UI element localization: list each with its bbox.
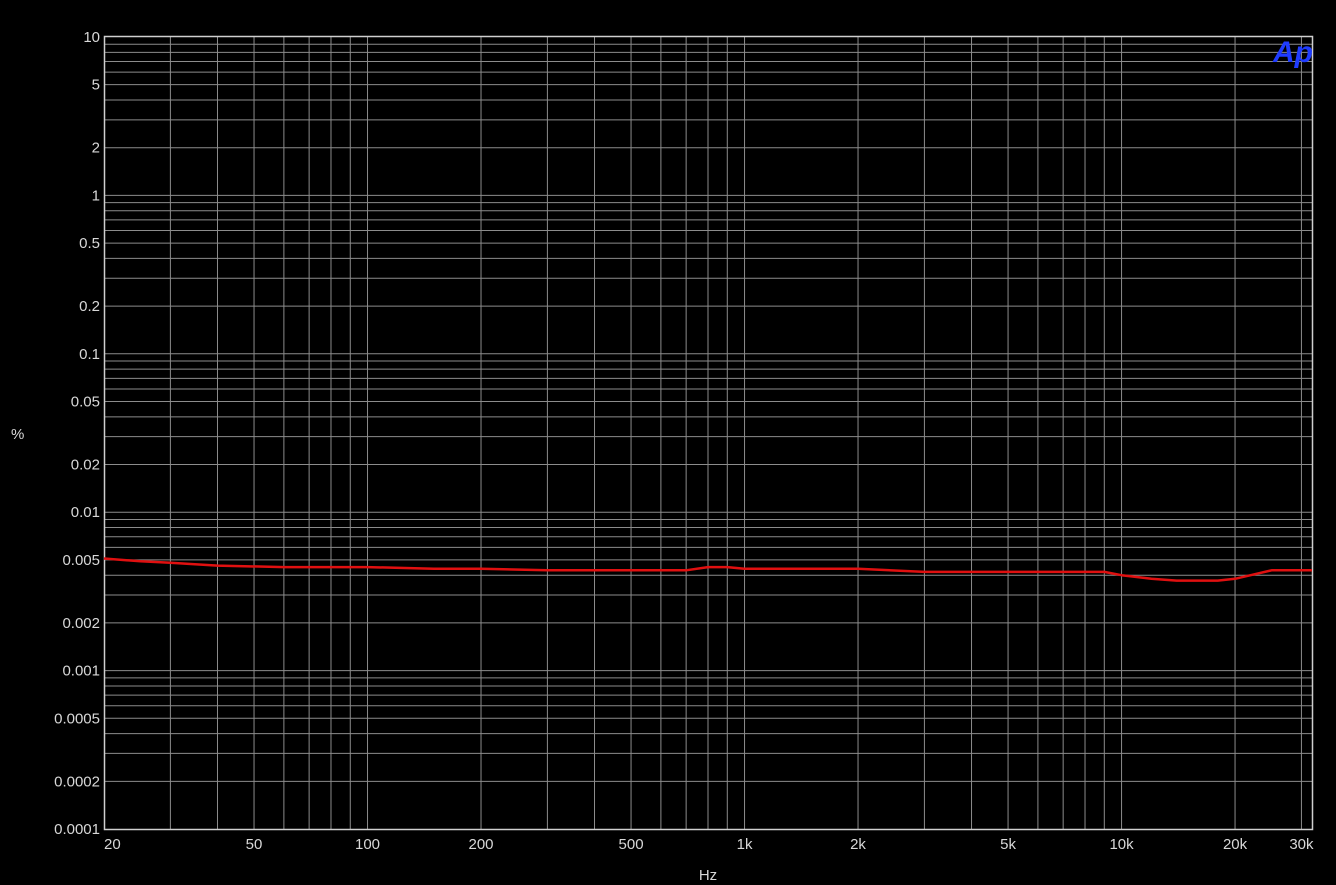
- x-tick-label: 20: [104, 836, 121, 853]
- x-tick-label: 2k: [850, 836, 866, 853]
- y-tick-label: 0.001: [62, 663, 100, 680]
- x-tick-label: 20k: [1223, 836, 1248, 853]
- y-tick-label: 0.005: [62, 552, 100, 569]
- x-tick-label: 30k: [1289, 836, 1314, 853]
- y-tick-label: 1: [92, 187, 100, 204]
- grid: [104, 37, 1312, 829]
- x-tick-label: 500: [619, 836, 644, 853]
- ap-logo: Ap: [1272, 36, 1313, 69]
- y-tick-label: 0.0001: [54, 821, 100, 838]
- y-axis-label: %: [11, 426, 24, 443]
- y-tick-label: 0.0005: [54, 710, 100, 727]
- x-tick-labels: 20 50 100 200 500 1k 2k 5k 10k 20k 30k: [104, 836, 1314, 853]
- plot-frame: [103, 35, 1314, 831]
- y-tick-label: 0.5: [79, 235, 100, 252]
- y-tick-label: 0.02: [71, 457, 100, 474]
- x-tick-label: 1k: [737, 836, 753, 853]
- x-axis-label: Hz: [699, 867, 717, 884]
- y-tick-label: 2: [92, 140, 100, 157]
- y-tick-label: 0.01: [71, 504, 100, 521]
- x-tick-label: 200: [468, 836, 493, 853]
- y-tick-label: 0.0002: [54, 773, 100, 790]
- y-tick-label: 5: [92, 77, 100, 94]
- x-tick-label: 50: [246, 836, 263, 853]
- x-tick-label: 5k: [1000, 836, 1016, 853]
- y-tick-label: 0.002: [62, 615, 100, 632]
- series-layer: [103, 557, 1312, 582]
- y-tick-labels: 10 5 2 1 0.5 0.2 0.1 0.05 0.02 0.01 0.005 0.002 0.00…: [54, 29, 100, 838]
- x-tick-label: 100: [355, 836, 380, 853]
- y-tick-label: 0.05: [71, 393, 100, 410]
- series-line: [103, 557, 1312, 582]
- y-tick-label: 0.1: [79, 346, 100, 363]
- y-tick-label: 0.2: [79, 298, 100, 315]
- y-tick-label: 10: [83, 29, 100, 46]
- x-tick-label: 10k: [1109, 836, 1134, 853]
